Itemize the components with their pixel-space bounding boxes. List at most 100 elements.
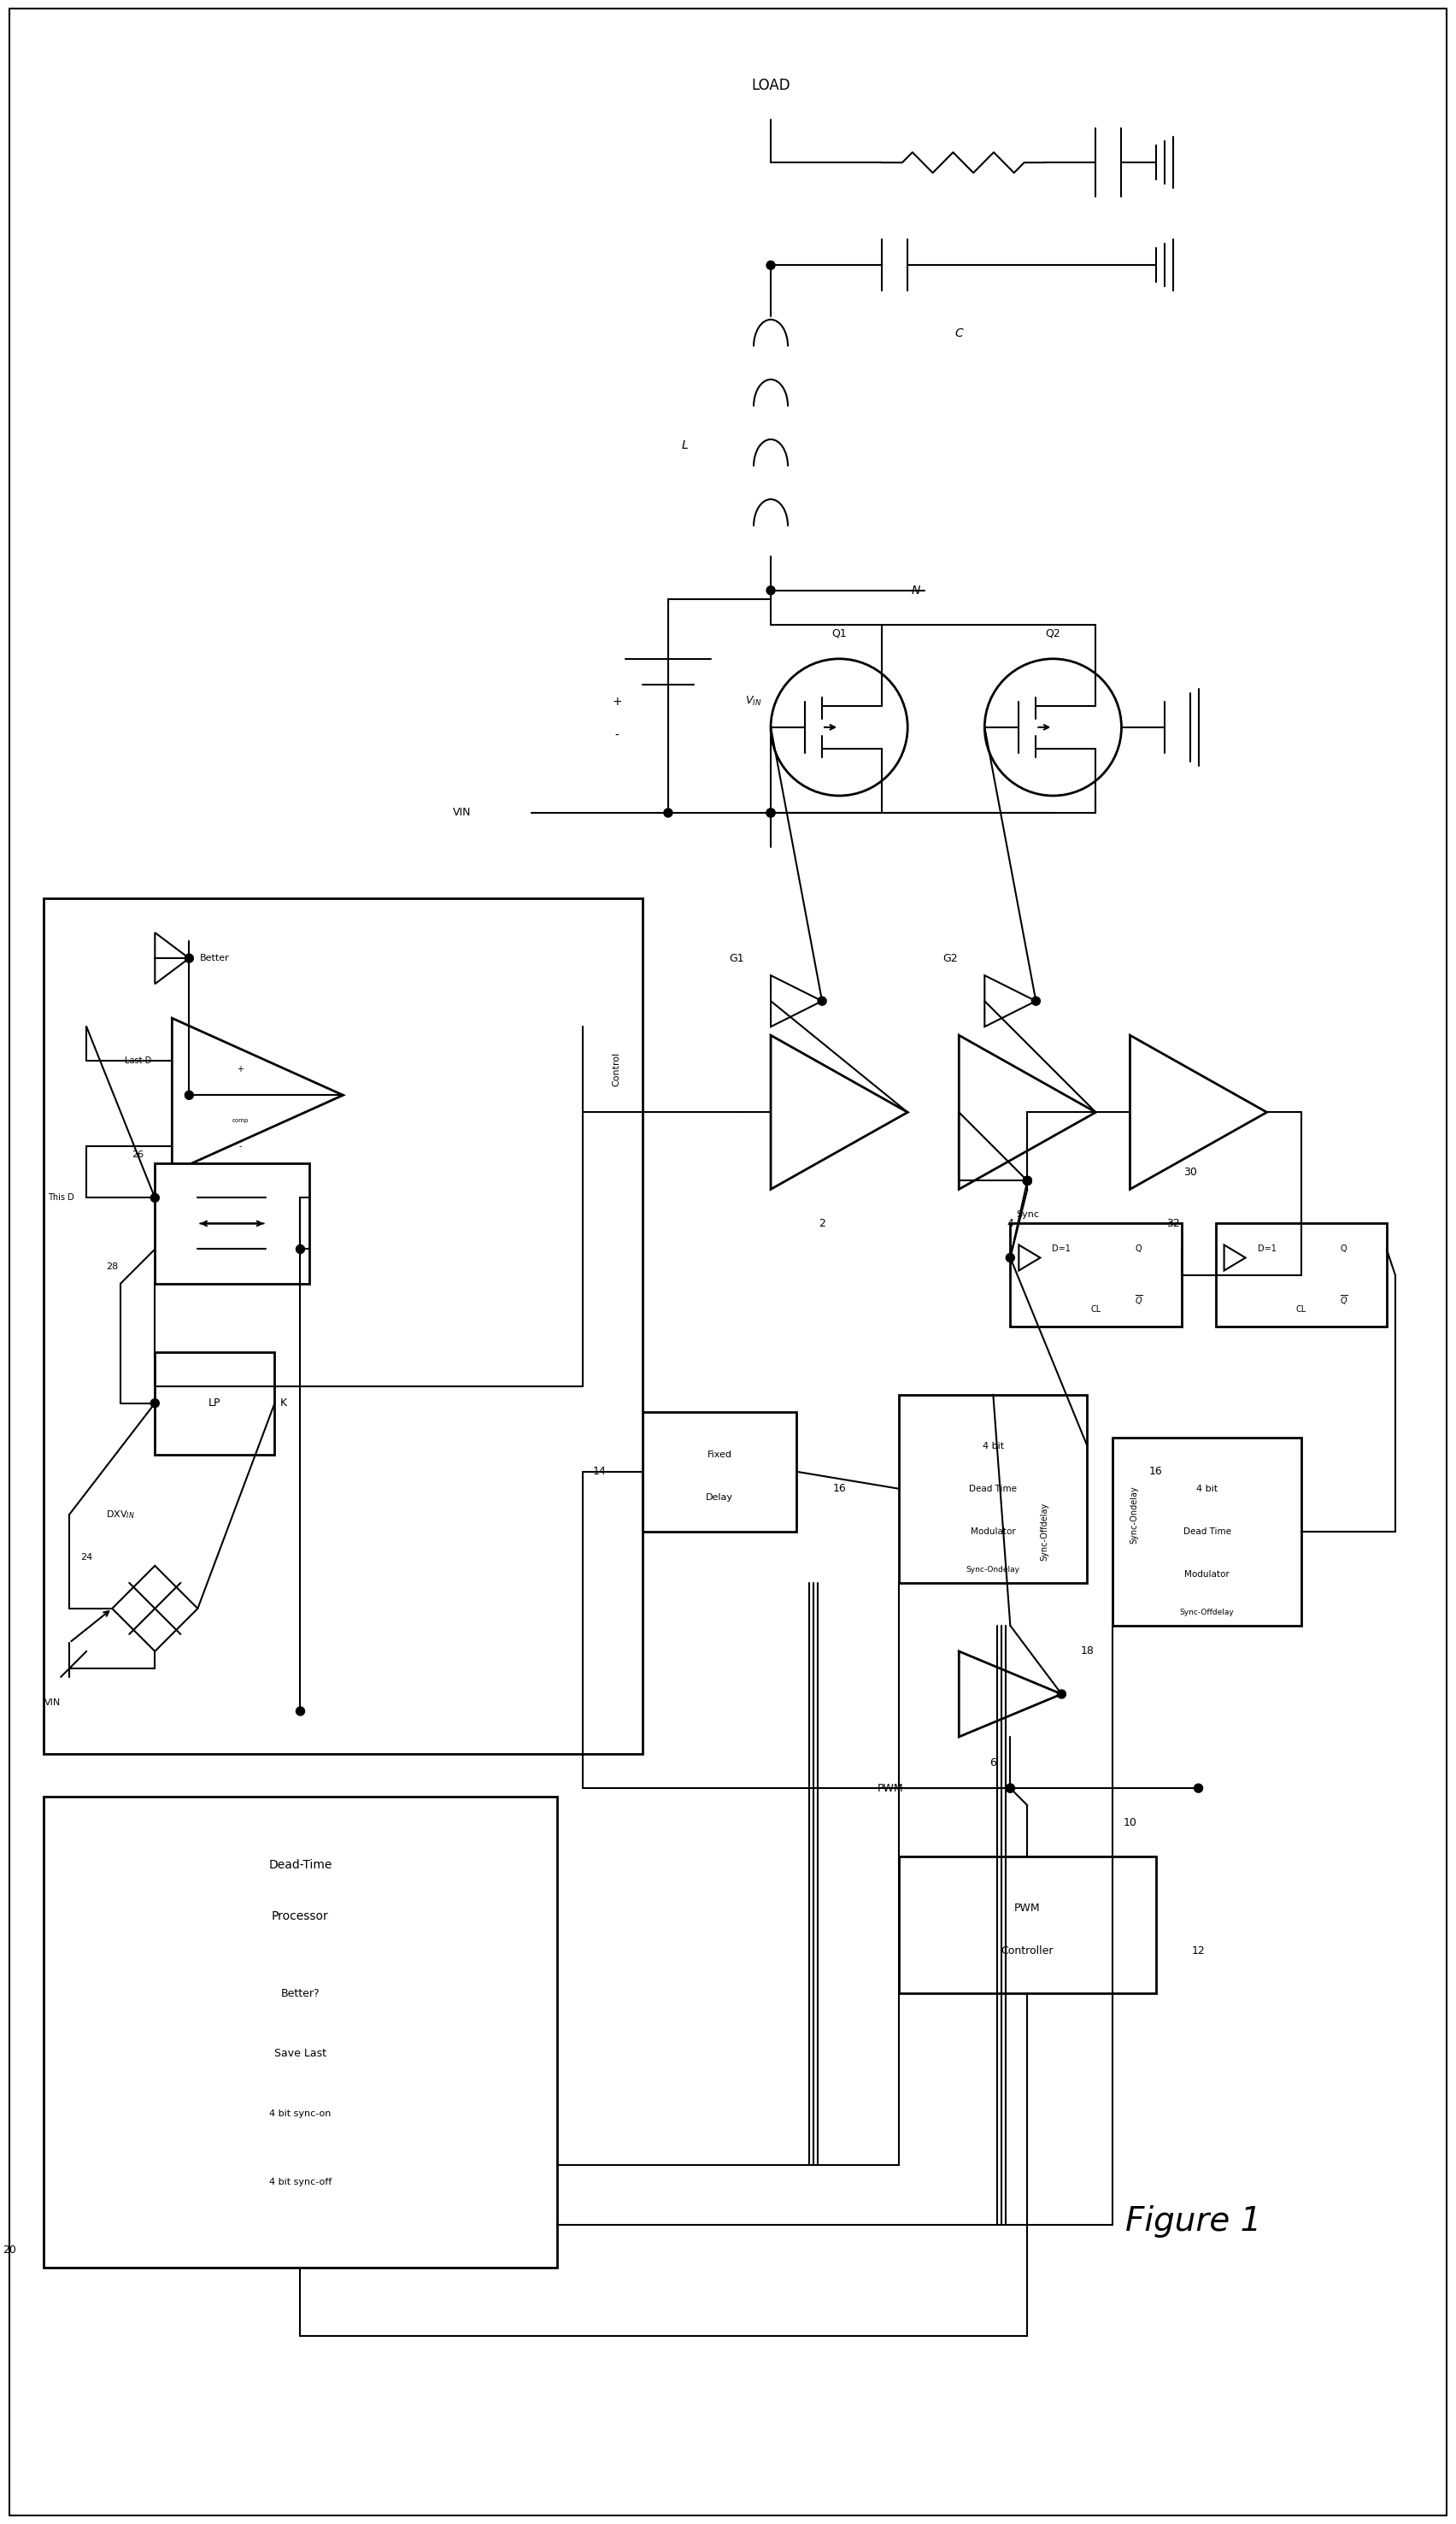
- Bar: [1112, 1436, 1302, 1625]
- Text: LP: LP: [208, 1398, 221, 1408]
- Text: Dead-Time: Dead-Time: [268, 1860, 332, 1870]
- Text: Sync: Sync: [1016, 1212, 1040, 1219]
- Text: Better: Better: [199, 954, 230, 962]
- Bar: [898, 1858, 1156, 1994]
- Text: This D: This D: [48, 1194, 74, 1201]
- Text: G1: G1: [729, 952, 744, 964]
- Circle shape: [1024, 1176, 1032, 1184]
- Circle shape: [1194, 1784, 1203, 1792]
- Circle shape: [1024, 1176, 1032, 1184]
- Circle shape: [578, 1108, 587, 1116]
- Text: VIN: VIN: [453, 808, 472, 818]
- Text: G2: G2: [943, 952, 958, 964]
- Circle shape: [1006, 1784, 1015, 1792]
- Text: Modulator: Modulator: [1184, 1570, 1229, 1578]
- Text: 4 bit: 4 bit: [983, 1441, 1003, 1451]
- Text: +: +: [612, 697, 622, 707]
- Text: 30: 30: [1184, 1166, 1197, 1179]
- Text: D=1: D=1: [1258, 1244, 1277, 1254]
- Text: 18: 18: [1080, 1646, 1093, 1656]
- Text: LOAD: LOAD: [751, 78, 791, 93]
- Bar: [44, 899, 642, 1754]
- Text: Q: Q: [1341, 1244, 1347, 1254]
- Text: $V_{IN}$: $V_{IN}$: [745, 694, 761, 709]
- Circle shape: [296, 1244, 304, 1254]
- Bar: [44, 1797, 558, 2267]
- Text: N: N: [911, 586, 920, 596]
- Text: PWM: PWM: [1015, 1903, 1041, 1913]
- Text: Delay: Delay: [706, 1494, 734, 1502]
- Text: $\overline{Q}$: $\overline{Q}$: [1134, 1295, 1143, 1307]
- Bar: [154, 1353, 275, 1454]
- Text: Controller: Controller: [1002, 1946, 1054, 1956]
- Circle shape: [766, 808, 775, 818]
- Text: -: -: [614, 729, 619, 742]
- Text: Processor: Processor: [272, 1911, 329, 1923]
- Text: Q2: Q2: [1045, 628, 1060, 639]
- Circle shape: [818, 997, 827, 1005]
- Text: Save Last: Save Last: [274, 2047, 326, 2060]
- Circle shape: [150, 1398, 159, 1408]
- Circle shape: [766, 808, 775, 818]
- Text: 12: 12: [1191, 1946, 1206, 1956]
- Bar: [1010, 1224, 1181, 1325]
- Text: 32: 32: [1166, 1219, 1179, 1229]
- Text: Sync-Offdelay: Sync-Offdelay: [1179, 1608, 1235, 1618]
- Text: Dead Time: Dead Time: [1184, 1527, 1230, 1535]
- Text: -: -: [239, 1143, 242, 1151]
- Bar: [898, 1396, 1088, 1583]
- Text: DXV$_{IN}$: DXV$_{IN}$: [106, 1509, 135, 1519]
- Text: Modulator: Modulator: [971, 1527, 1016, 1535]
- Text: Sync-Offdelay: Sync-Offdelay: [1040, 1502, 1048, 1560]
- Text: Sync-Ondelay: Sync-Ondelay: [1130, 1487, 1139, 1542]
- Text: 24: 24: [80, 1552, 93, 1562]
- Text: CL: CL: [1296, 1305, 1306, 1312]
- Text: 4: 4: [1008, 1219, 1013, 1229]
- Text: Control: Control: [613, 1053, 622, 1088]
- Circle shape: [150, 1194, 159, 1201]
- Text: +: +: [237, 1065, 245, 1073]
- Text: 2: 2: [818, 1219, 826, 1229]
- Text: 26: 26: [132, 1151, 144, 1159]
- Circle shape: [766, 260, 775, 270]
- Text: Better?: Better?: [281, 1989, 320, 1999]
- Text: Q1: Q1: [831, 628, 847, 639]
- Text: 16: 16: [833, 1484, 846, 1494]
- Text: 14: 14: [593, 1466, 607, 1477]
- Text: $\overline{Q}$: $\overline{Q}$: [1340, 1295, 1348, 1307]
- Text: comp: comp: [233, 1118, 249, 1123]
- Text: D=1: D=1: [1053, 1244, 1072, 1254]
- Bar: [1216, 1224, 1386, 1325]
- Bar: [154, 1164, 309, 1282]
- Bar: [642, 1411, 796, 1532]
- Circle shape: [185, 1090, 194, 1100]
- Circle shape: [1032, 997, 1040, 1005]
- Text: 4 bit sync-on: 4 bit sync-on: [269, 2110, 332, 2118]
- Circle shape: [1006, 1784, 1015, 1792]
- Circle shape: [1024, 1176, 1032, 1184]
- Circle shape: [1057, 1689, 1066, 1699]
- Text: C: C: [955, 328, 962, 341]
- Text: VIN: VIN: [44, 1699, 61, 1706]
- Text: Figure 1: Figure 1: [1125, 2206, 1261, 2236]
- Text: 4 bit: 4 bit: [1197, 1484, 1217, 1494]
- Circle shape: [766, 586, 775, 596]
- Circle shape: [296, 1706, 304, 1716]
- Text: 28: 28: [106, 1262, 118, 1270]
- Text: CL: CL: [1091, 1305, 1101, 1312]
- Text: 10: 10: [1123, 1817, 1137, 1827]
- Text: Sync-Ondelay: Sync-Ondelay: [967, 1567, 1021, 1575]
- Text: 16: 16: [1149, 1466, 1162, 1477]
- Circle shape: [185, 954, 194, 962]
- Text: L: L: [681, 439, 689, 452]
- Text: Dead Time: Dead Time: [970, 1484, 1018, 1494]
- Text: Last D: Last D: [124, 1058, 151, 1065]
- Text: Q: Q: [1136, 1244, 1142, 1254]
- Circle shape: [664, 808, 673, 818]
- Text: 4 bit sync-off: 4 bit sync-off: [269, 2178, 332, 2186]
- Text: K: K: [280, 1398, 287, 1408]
- Text: Fixed: Fixed: [708, 1451, 732, 1459]
- Text: 20: 20: [3, 2244, 16, 2256]
- Text: PWM: PWM: [878, 1782, 904, 1795]
- Text: 6: 6: [990, 1757, 996, 1769]
